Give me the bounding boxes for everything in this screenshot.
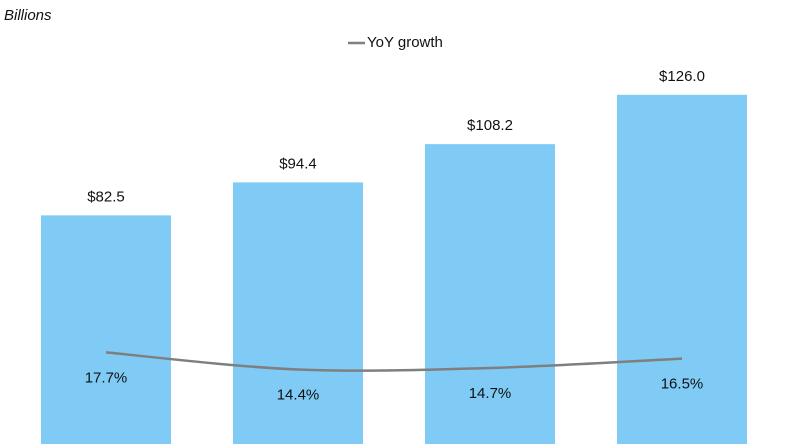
line-value-label: 14.4% — [277, 386, 320, 403]
bar — [425, 144, 555, 444]
bar — [617, 94, 747, 444]
line-value-label: 16.5% — [661, 376, 704, 393]
line-value-label: 14.7% — [469, 385, 512, 402]
bar — [41, 215, 171, 444]
bar-value-label: $94.4 — [279, 155, 317, 172]
chart-subtitle: Billions — [4, 7, 52, 24]
growth-line — [105, 351, 683, 372]
bar-value-label: $82.5 — [87, 188, 125, 205]
bar-value-label: $126.0 — [659, 68, 705, 85]
bar-value-label: $108.2 — [467, 117, 513, 134]
line-value-label: 17.7% — [85, 369, 128, 386]
legend-label: YoY growth — [367, 34, 443, 51]
bar — [233, 182, 363, 444]
